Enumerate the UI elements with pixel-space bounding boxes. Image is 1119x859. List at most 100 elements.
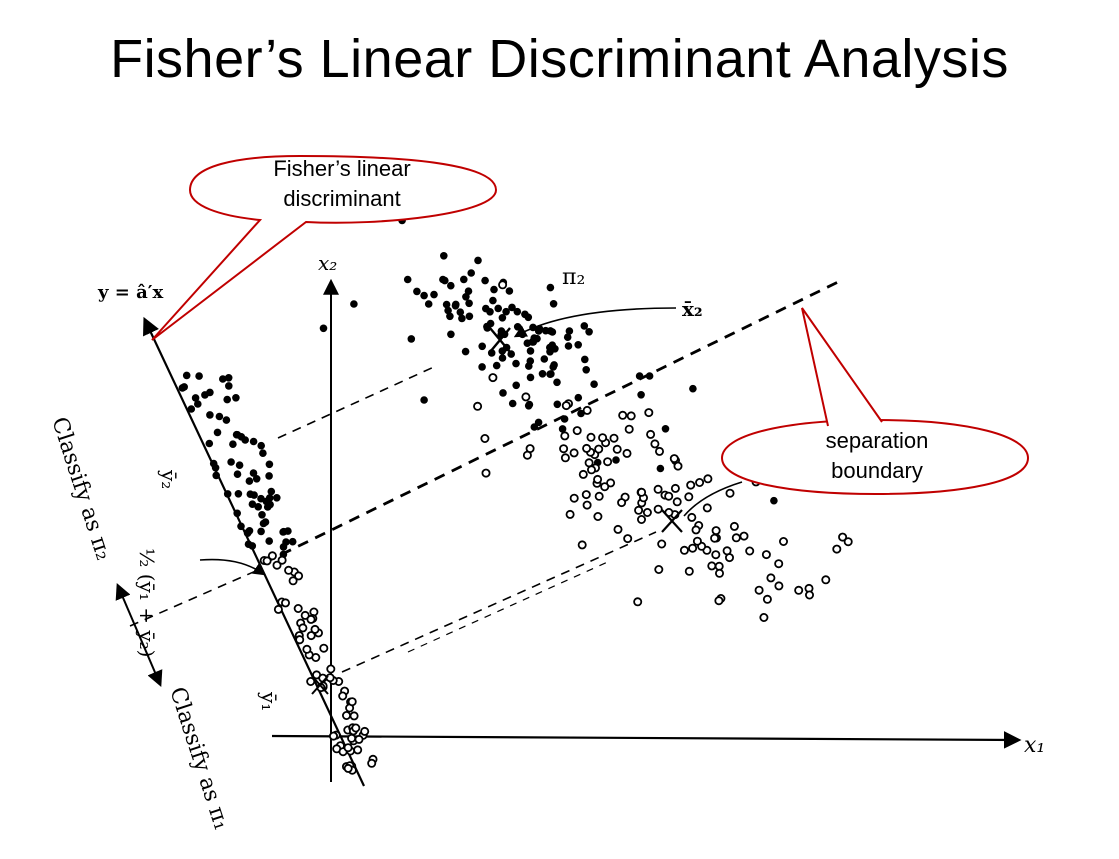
pi2-point	[553, 378, 561, 387]
pi1-point	[688, 543, 698, 553]
pi2-point	[440, 252, 448, 260]
projection-line	[143, 316, 365, 787]
pi1-point	[582, 405, 592, 415]
pi2-projected-point	[194, 400, 202, 408]
pi1-point	[711, 526, 721, 536]
pi1-point	[754, 585, 764, 595]
pi2-projected-point	[267, 487, 276, 496]
pi2-point	[456, 308, 465, 317]
pi2-point	[319, 324, 328, 333]
slide-title: Fisher’s Linear Discriminant Analysis	[110, 29, 1009, 89]
boundary-callout-line1: separation	[825, 428, 929, 453]
pi2-point	[547, 370, 555, 378]
pi2-point	[489, 296, 497, 305]
separation-boundary-line	[263, 280, 839, 565]
pi1-projected-point	[306, 614, 316, 624]
pi1-projected-point	[343, 743, 353, 753]
pi2-projected-point	[223, 395, 231, 404]
pi2-projected-point	[223, 490, 232, 498]
pi2-projected-point	[222, 416, 231, 424]
pi2-point	[585, 328, 593, 336]
classify-double-arrow	[115, 583, 163, 687]
pi2-point	[460, 275, 468, 284]
pi1-point	[612, 444, 622, 454]
pi2-point	[540, 355, 549, 363]
pi2-point	[637, 391, 645, 399]
pi2-projected-point	[215, 412, 224, 421]
pi1-point	[673, 461, 683, 471]
pi2-projected-point	[279, 527, 288, 536]
pi1-point	[702, 503, 712, 513]
pi1-point	[613, 524, 623, 534]
pi1-point	[582, 500, 592, 510]
pi1-point	[577, 540, 587, 550]
pi1-projected-point	[272, 560, 282, 570]
pi2-point	[441, 276, 449, 285]
pi2-point	[549, 300, 558, 308]
pi2-point	[574, 393, 583, 402]
pi1-projected-point	[347, 733, 357, 743]
pi1-point	[654, 565, 664, 575]
ybar2-label: ȳ₂	[157, 469, 181, 489]
pi1-projected-point	[319, 643, 329, 653]
pi1-point	[593, 474, 603, 484]
pi1-point	[739, 531, 749, 541]
pi1-point	[598, 433, 608, 443]
pi1-point	[618, 410, 628, 420]
boundary-callout-text: separation boundary	[752, 426, 1002, 486]
pi1-point	[684, 566, 694, 576]
pi2-projected-point	[259, 449, 267, 458]
pi1-point	[481, 468, 491, 478]
midpoint-leader	[199, 558, 267, 576]
pi1-point	[686, 480, 696, 490]
pi1-projected-point	[367, 758, 377, 768]
pi2-projected-point	[254, 503, 262, 511]
pi1-projected-point	[267, 551, 277, 561]
pi1-point	[774, 559, 784, 569]
fisher-callout-line1: Fisher’s linear	[273, 156, 411, 181]
pi1-point	[729, 521, 739, 531]
pi2-point	[521, 310, 529, 319]
pi2-point	[467, 269, 476, 277]
pi2-point	[513, 323, 522, 331]
pi1-point	[679, 545, 689, 555]
pi2-point	[483, 324, 492, 332]
pi2-projected-point	[235, 461, 244, 470]
xbar1-leader	[683, 481, 743, 517]
fisher-callout-text: Fisher’s linear discriminant	[212, 154, 472, 214]
pi1-point	[711, 550, 721, 560]
projection-guide-faint	[407, 559, 613, 653]
pi1-point	[670, 483, 680, 493]
pi1-point	[560, 431, 570, 441]
pi2-projected-point	[249, 437, 258, 446]
pi2-projected-point	[182, 371, 191, 380]
mean-x1-marker	[661, 509, 683, 533]
pi2-projected-point	[265, 537, 274, 545]
pi1-point	[578, 469, 588, 479]
pi1-point	[569, 493, 579, 503]
pi1-projected-point	[326, 664, 336, 674]
pi1-point	[603, 457, 613, 467]
pi2-label: π₂	[562, 265, 585, 290]
pi2-point	[430, 290, 438, 299]
pi2-point	[461, 347, 470, 356]
pi1-point	[561, 401, 571, 411]
pi1-point	[653, 504, 663, 514]
pi2-cluster-points	[319, 216, 778, 505]
pi1-point	[664, 491, 674, 501]
pi1-point	[691, 525, 701, 535]
pi1-projected-point	[328, 731, 338, 741]
pi1-point	[745, 546, 755, 556]
x1-axis-label: x₁	[1024, 733, 1045, 758]
pi1-cluster-points	[473, 280, 853, 623]
pi2-point	[482, 304, 490, 313]
pi2-point	[553, 400, 562, 409]
pi1-projected-point	[288, 576, 298, 586]
pi2-projected-point	[213, 428, 222, 437]
pi1-point	[838, 532, 848, 542]
pi1-point	[473, 401, 483, 411]
pi1-point	[582, 443, 592, 453]
pi1-point	[794, 585, 804, 595]
pi1-point	[560, 453, 570, 463]
pi1-point	[703, 474, 713, 484]
